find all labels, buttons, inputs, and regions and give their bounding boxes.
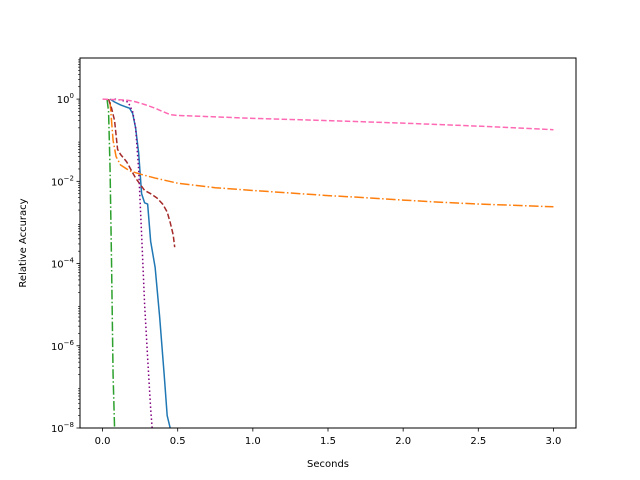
y-tick-label: 10−8 (51, 421, 74, 435)
y-tick-label: 10−2 (51, 174, 74, 188)
y-axis: 10−8 10−6 10−4 10−2 100 (51, 59, 80, 435)
x-tick-label: 2.0 (395, 436, 411, 447)
x-tick-label: 3.0 (546, 436, 562, 447)
y-axis-label: Relative Accuracy (18, 198, 29, 287)
x-tick-label: 2.5 (470, 436, 486, 447)
x-axis-label: Seconds (307, 459, 349, 470)
x-tick-label: 1.5 (320, 436, 336, 447)
series-line-3 (106, 99, 116, 428)
series-line-6 (102, 98, 554, 131)
y-tick-label: 10−4 (51, 257, 75, 271)
x-tick-label: 0.5 (170, 436, 186, 447)
y-tick-label: 10−6 (51, 339, 75, 353)
x-tick-label: 0.0 (95, 436, 111, 447)
series-line-5 (114, 98, 153, 428)
y-tick-label: 100 (57, 92, 74, 106)
series-layer (102, 98, 554, 428)
x-tick-label: 1.0 (245, 436, 261, 447)
series-line-4 (107, 98, 176, 248)
x-axis: 0.0 0.5 1.0 1.5 2.0 2.5 3.0 (95, 428, 562, 447)
series-line-2 (109, 101, 554, 208)
series-line-1 (109, 98, 171, 428)
